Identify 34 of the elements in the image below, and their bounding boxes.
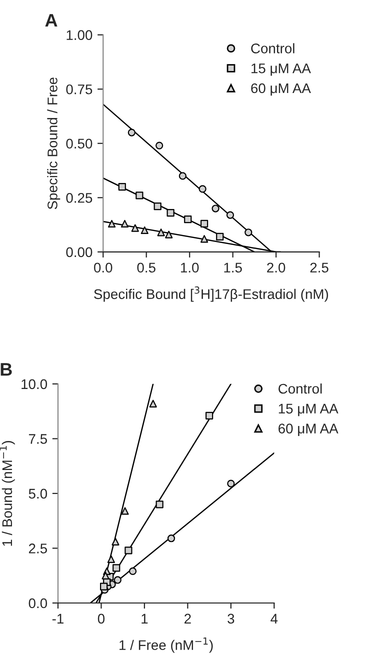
x-tick-label: 1 <box>142 614 148 624</box>
y-tick-label: 0.50 <box>66 138 92 149</box>
legend-label: Control <box>251 43 294 54</box>
y-tick-label: 1.00 <box>66 30 92 40</box>
x-tick-label: -1 <box>52 614 64 624</box>
y-tick-label: 0.00 <box>66 247 92 258</box>
y-axis-title: Specific Bound / Free <box>47 78 60 210</box>
chart-title: B <box>0 363 12 376</box>
legend-label: 15 μM AA <box>278 404 338 416</box>
x-tick-label: 0.0 <box>94 262 112 273</box>
y-tick-label: 0.75 <box>66 84 92 94</box>
legend-label: 60 μM AA <box>251 83 311 96</box>
x-tick-label: 0.5 <box>137 262 156 273</box>
y-tick-label: 0.0 <box>28 598 48 608</box>
y-axis-title: 1 / Bound (nM$^{−1}$) <box>0 441 15 546</box>
x-tick-label: 2.0 <box>267 262 286 273</box>
x-tick-label: 2 <box>184 614 191 624</box>
y-tick-label: 2.5 <box>28 544 47 554</box>
x-tick-label: 1.5 <box>224 262 242 273</box>
chart-title: A <box>45 14 58 27</box>
x-axis-title: 1 / Free (nM$^{−1}$) <box>120 637 213 653</box>
x-tick-label: 1.0 <box>181 262 199 273</box>
x-tick-label: 4 <box>270 614 278 624</box>
legend-label: 60 μM AA <box>278 424 338 436</box>
y-tick-label: 0.25 <box>66 192 92 203</box>
y-tick-label: 7.5 <box>28 434 47 444</box>
x-tick-label: 2.5 <box>310 262 328 273</box>
x-axis-title: Specific Bound [$^{3}$H]17β-Estradiol (nM) <box>94 286 328 302</box>
legend-label: Control <box>278 383 322 394</box>
y-tick-label: 10.0 <box>22 379 48 390</box>
x-tick-label: 3 <box>228 614 234 624</box>
legend-label: 15 μM AA <box>252 64 311 76</box>
y-tick-label: 5.0 <box>28 488 48 499</box>
x-tick-label: 0 <box>98 614 105 624</box>
